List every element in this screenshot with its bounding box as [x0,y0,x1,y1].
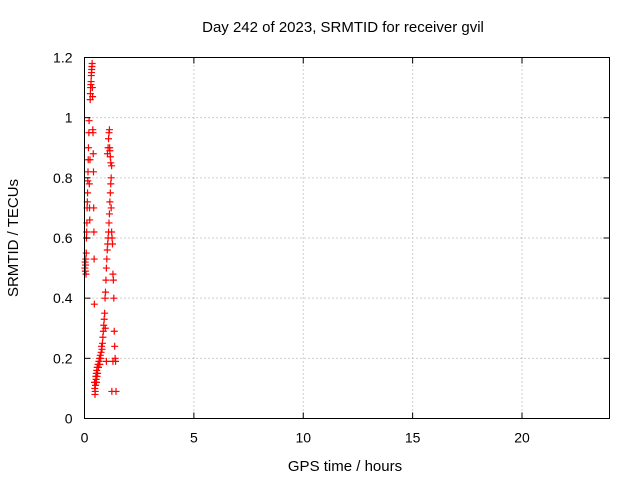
data-point [85,180,93,188]
data-point [108,234,116,242]
data-point [90,255,98,263]
y-tick-label: 0.8 [53,170,73,186]
data-point [98,345,106,353]
data-point [89,93,97,101]
data-point [83,198,91,206]
data-point [86,216,94,224]
data-point [109,357,117,365]
data-point [95,363,102,371]
x-tick-labels: 0 5 10 15 20 [81,430,530,446]
data-point [81,267,89,275]
data-point [82,270,90,278]
data-point [109,276,117,284]
data-point [107,174,115,182]
data-point [98,339,106,347]
data-point [108,387,116,395]
y-tick-label: 0 [65,411,73,427]
data-point [106,153,114,161]
data-point [109,270,117,278]
data-point [108,162,116,170]
data-point [109,240,116,248]
y-tick-label: 0.2 [53,350,73,366]
data-point [111,342,119,350]
y-axis-label: SRMTID / TECUs [5,179,22,297]
plot-frame [84,57,610,419]
x-tick-label: 20 [514,430,530,446]
data-point [84,144,92,152]
data-point [94,369,102,377]
data-point [89,168,97,176]
data-point [107,204,115,212]
data-point [91,387,99,395]
x-tick-label: 15 [405,430,421,446]
data-point [97,348,105,356]
data-point [100,321,108,329]
y-tick-labels: 0 0.2 0.4 0.6 0.8 1 1.2 [53,50,73,427]
data-point [88,60,96,68]
data-point [108,228,116,236]
data-point [102,264,110,272]
data-point [102,276,110,284]
data-point [107,180,115,188]
data-point [96,360,104,368]
data-point [90,300,98,308]
data-point [86,156,94,164]
y-tick-label: 1.2 [53,50,73,66]
data-point [101,294,109,302]
data-point [82,261,90,269]
data-point [105,135,113,143]
data-point [101,309,109,317]
axis-ticks [84,57,610,419]
data-point [103,246,111,254]
data-point [85,117,93,125]
data-point [102,288,109,296]
data-point [87,78,95,86]
data-point [89,129,97,137]
data-point [110,294,118,302]
data-point [110,327,118,335]
data-point [90,204,98,212]
x-tick-label: 0 [81,430,89,446]
data-point [106,144,114,152]
data-point [100,315,108,323]
data-point [93,378,101,386]
y-tick-label: 1 [65,110,73,126]
data-point [105,126,113,134]
data-point [101,324,109,332]
data-point [90,228,98,236]
data-points [81,60,120,398]
data-point [84,177,92,185]
x-tick-label: 5 [190,430,198,446]
data-point [88,84,96,92]
x-axis-label: GPS time / hours [288,458,402,475]
data-point [106,198,114,206]
data-point [97,354,105,362]
data-point [107,159,115,167]
x-tick-label: 10 [295,430,311,446]
data-point [89,150,97,158]
data-point [103,255,111,263]
data-point [106,189,114,197]
data-point [102,357,110,365]
data-point [84,189,92,197]
data-point [105,219,113,227]
data-point [93,372,101,380]
y-tick-label: 0.4 [53,290,73,306]
data-point [105,210,113,218]
y-tick-label: 0.6 [53,230,73,246]
data-point [99,333,107,341]
data-point [82,255,90,263]
chart-title: Day 242 of 2023, SRMTID for receiver gvi… [202,19,484,36]
grid [84,57,610,419]
data-point [82,249,90,257]
